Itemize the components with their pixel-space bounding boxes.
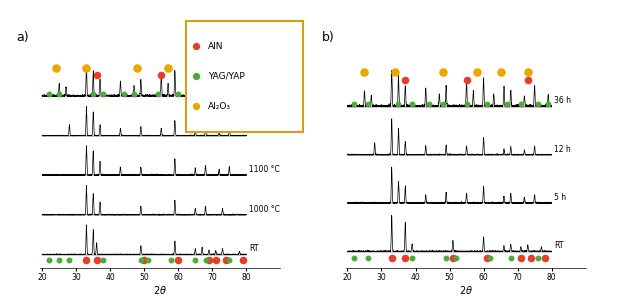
Text: 1100 °C: 1100 °C [249, 165, 280, 174]
X-axis label: 2$\theta$: 2$\theta$ [459, 284, 473, 296]
Point [390, 70, 400, 74]
Point [82, 65, 92, 70]
Point [462, 102, 472, 107]
Point [221, 257, 231, 262]
Point [506, 255, 516, 260]
Point [191, 104, 201, 109]
Point [129, 92, 139, 97]
Point [401, 255, 411, 260]
Point [224, 92, 234, 97]
Point [191, 74, 201, 79]
Point [44, 92, 54, 97]
Point [92, 257, 102, 262]
Point [472, 70, 482, 74]
Point [523, 78, 533, 83]
Text: b): b) [322, 31, 335, 45]
Point [533, 102, 543, 107]
Point [438, 70, 448, 74]
Point [173, 92, 183, 97]
Text: 1200 °C: 1200 °C [249, 126, 280, 135]
Point [51, 65, 61, 70]
Point [543, 102, 553, 107]
Point [194, 92, 204, 97]
X-axis label: 2$\theta$: 2$\theta$ [153, 284, 168, 296]
Point [238, 257, 248, 262]
Point [82, 257, 92, 262]
Point [173, 257, 183, 262]
Point [119, 92, 129, 97]
Point [350, 102, 359, 107]
Text: AlN: AlN [208, 41, 224, 51]
Text: 1000 °C: 1000 °C [249, 205, 280, 214]
Text: RT: RT [554, 241, 564, 250]
Point [407, 102, 417, 107]
Point [143, 257, 153, 262]
Point [526, 255, 536, 260]
Point [350, 255, 359, 260]
Point [363, 102, 373, 107]
Point [516, 255, 526, 260]
Text: 36 h: 36 h [554, 96, 571, 105]
Text: RT: RT [249, 244, 259, 253]
Point [64, 257, 74, 262]
Point [438, 102, 448, 107]
Text: 5 h: 5 h [554, 193, 566, 202]
Point [217, 72, 227, 77]
Point [166, 257, 176, 262]
Point [533, 255, 543, 260]
Point [98, 92, 108, 97]
Point [495, 70, 505, 74]
Point [407, 255, 417, 260]
Point [211, 257, 221, 262]
Point [88, 92, 98, 97]
Point [54, 257, 64, 262]
Point [163, 65, 173, 70]
Point [424, 102, 434, 107]
Text: Al₂O₃: Al₂O₃ [208, 102, 231, 111]
Point [482, 102, 492, 107]
Point [204, 92, 214, 97]
Point [451, 255, 461, 260]
Point [359, 70, 369, 74]
Point [54, 92, 64, 97]
Point [92, 72, 102, 77]
Point [482, 255, 492, 260]
Point [133, 65, 143, 70]
Point [231, 92, 241, 97]
Point [191, 44, 201, 48]
Point [540, 255, 549, 260]
Text: 12 h: 12 h [554, 145, 571, 153]
Point [462, 78, 472, 83]
Point [204, 257, 214, 262]
Text: a): a) [17, 31, 29, 45]
Text: YAG/YAP: YAG/YAP [208, 72, 245, 81]
Point [448, 255, 458, 260]
Point [387, 255, 397, 260]
Point [153, 92, 163, 97]
Point [224, 257, 234, 262]
Point [441, 255, 451, 260]
Point [214, 65, 224, 70]
Point [140, 257, 150, 262]
Point [44, 257, 54, 262]
Text: 1300 °C: 1300 °C [249, 86, 280, 95]
Point [401, 78, 411, 83]
Point [201, 257, 211, 262]
Point [502, 102, 512, 107]
Point [187, 65, 197, 70]
FancyBboxPatch shape [186, 21, 303, 132]
Point [241, 72, 251, 77]
Point [394, 102, 404, 107]
Point [98, 257, 108, 262]
Point [523, 70, 533, 74]
Point [156, 72, 166, 77]
Point [190, 257, 200, 262]
Point [485, 255, 495, 260]
Point [136, 257, 146, 262]
Point [516, 102, 526, 107]
Point [363, 255, 373, 260]
